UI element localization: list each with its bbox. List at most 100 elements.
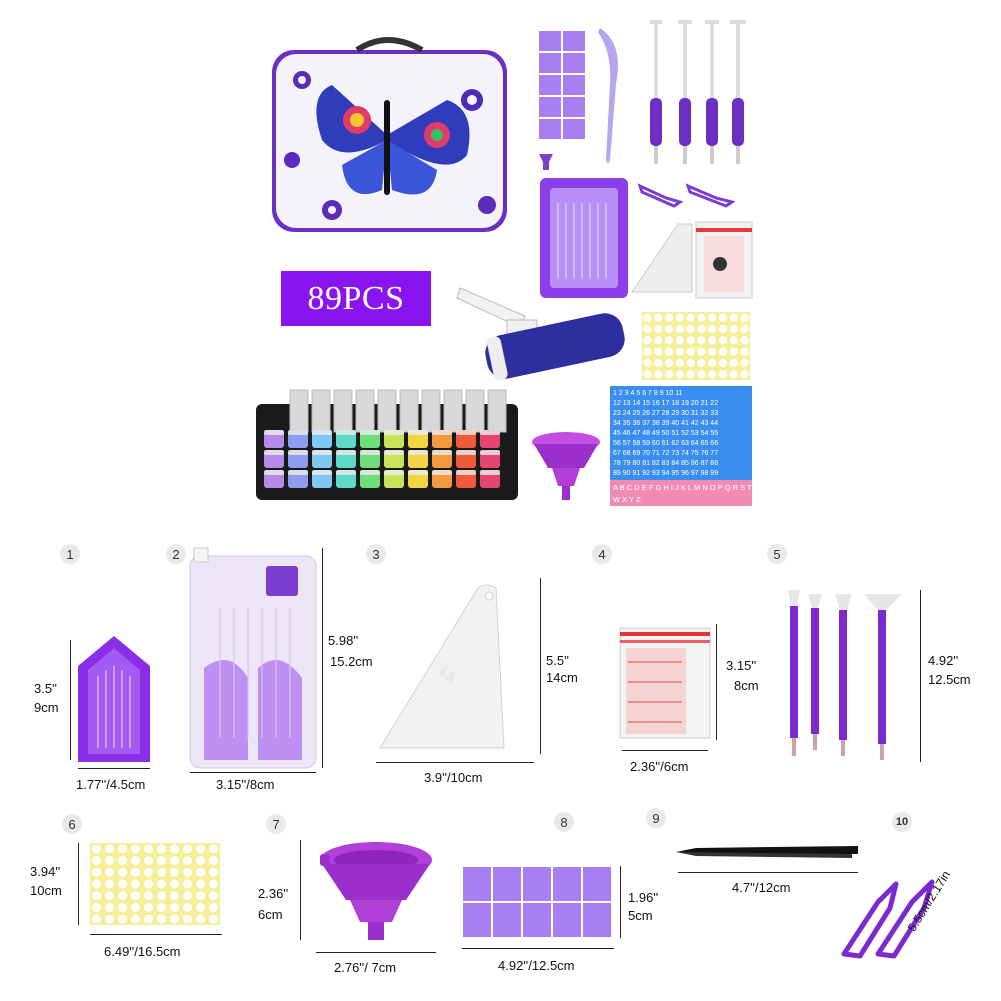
bead-drawer: [487, 389, 507, 433]
sticker-dot: [144, 879, 153, 889]
sticker-dot: [92, 902, 101, 912]
sticker-dot: [643, 336, 652, 345]
item-5-drill-pens: [780, 590, 905, 765]
sticker-dot: [643, 370, 652, 379]
sticker-dot: [209, 891, 218, 901]
sticker-dot: [118, 902, 127, 912]
item-3-height-cm: 14cm: [546, 670, 578, 685]
sticker-dot: [708, 324, 717, 334]
number-sticker-sheet-top: 1 2 3 4 5 6 7 8 9 10 11 12 13 14 15 16 17…: [610, 386, 766, 510]
item-1-width-line: [78, 768, 150, 769]
sticker-dot: [144, 914, 153, 924]
sticker-dot: [170, 879, 179, 889]
sticker-dot: [675, 370, 684, 379]
item-7-height-line: [300, 840, 301, 940]
sticker-dot: [664, 358, 674, 368]
sticker-dot: [170, 856, 179, 866]
sticker-dot: [105, 914, 114, 924]
sticker-dot: [643, 347, 652, 356]
item-3-height-inch: 5.5'': [546, 653, 570, 668]
item-3-height-line: [540, 578, 541, 754]
number-row: 45 46 47 48 49 50 51 52 53 54 55: [613, 430, 718, 437]
sticker-dot: [92, 891, 101, 901]
sticker-dot: [183, 891, 192, 901]
item-7-width: 2.76''/ 7cm: [334, 960, 397, 975]
item-3-width-line: [376, 762, 534, 763]
item-4-zip-bags: [619, 622, 711, 739]
sticker-dot: [209, 879, 218, 889]
sticker-dot: [183, 856, 192, 866]
letter-row: W X Y Z: [613, 495, 641, 504]
sticker-dot: [183, 902, 192, 912]
item-6-height-inch: 3.94'': [30, 864, 61, 879]
item-2-height-line: [322, 548, 323, 768]
drill-pens-top: [640, 20, 755, 170]
item-3-number: 3: [366, 544, 386, 564]
item-8-height-line: [620, 866, 621, 938]
item-10-clips: [838, 872, 958, 962]
item-8-height-cm: 5cm: [628, 908, 653, 923]
item-4-height-line: [716, 624, 717, 740]
sticker-dot: [144, 867, 153, 877]
sticker-dot: [196, 844, 205, 854]
bead-drawer: [421, 389, 441, 433]
bead-drawer: [289, 389, 309, 433]
sticker-dot: [170, 902, 179, 912]
sticker-dot: [686, 370, 695, 379]
item-2-width: 3.15''/8cm: [216, 777, 275, 792]
sticker-dot: [654, 370, 663, 379]
sticker-dot: [675, 358, 684, 368]
sticker-dot: [643, 313, 652, 322]
sticker-dot: [131, 891, 140, 901]
sticker-dot: [718, 313, 728, 322]
sticker-dot: [183, 867, 192, 877]
sticker-dot: [196, 867, 205, 877]
bead-drawer: [333, 389, 353, 433]
sticker-dot: [654, 313, 663, 322]
scraper-top: [630, 222, 696, 294]
sticker-dot: [131, 879, 140, 889]
item-1-small-tray: [78, 636, 150, 762]
item-2-height-inch: 5.98'': [328, 633, 359, 648]
item-6-height-cm: 10cm: [30, 883, 62, 898]
sticker-dot: [718, 336, 728, 345]
item-5-height-line: [920, 590, 921, 762]
sticker-dot: [92, 867, 101, 877]
sticker-dot: [157, 844, 166, 854]
sticker-dot: [170, 867, 179, 877]
sticker-dot: [697, 370, 706, 379]
sticker-dot: [729, 358, 738, 368]
sticker-dot: [664, 324, 674, 334]
number-row: 78 79 80 81 82 83 84 85 86 87 88: [613, 460, 718, 467]
sticker-dot: [105, 844, 114, 854]
number-row: 12 13 14 15 16 17 18 19 20 21 22: [613, 400, 718, 407]
sticker-dot: [675, 336, 684, 345]
item-1-number: 1: [60, 544, 80, 564]
item-8-width-line: [462, 948, 614, 949]
number-row: 56 57 58 59 60 61 62 63 64 65 66: [613, 440, 718, 447]
sticker-dot: [664, 370, 674, 379]
item-9-number: 9: [646, 808, 666, 828]
sticker-dot: [131, 914, 140, 924]
sticker-dot: [740, 347, 749, 356]
sticker-dot: [183, 914, 192, 924]
sticker-dot: [157, 856, 166, 866]
number-row: 1 2 3 4 5 6 7 8 9 10 11: [613, 390, 683, 397]
sticker-dot: [144, 844, 153, 854]
sticker-dot: [118, 879, 127, 889]
item-4-width-line: [622, 750, 708, 751]
bead-storage-case: [256, 389, 518, 502]
sticker-dot: [697, 358, 706, 368]
sticker-dot: [708, 347, 717, 356]
small-clip-top: [537, 150, 555, 172]
sticker-dot: [729, 336, 738, 345]
sticker-dot: [675, 347, 684, 356]
item-4-width: 2.36''/6cm: [630, 759, 689, 774]
sticker-dot: [686, 313, 695, 322]
sticker-dot: [105, 891, 114, 901]
sticker-dot: [196, 891, 205, 901]
sticker-dot: [675, 313, 684, 322]
item-9-width-line: [678, 872, 858, 873]
sticker-dot: [740, 313, 749, 322]
glue-clay-set-top: [537, 29, 587, 142]
